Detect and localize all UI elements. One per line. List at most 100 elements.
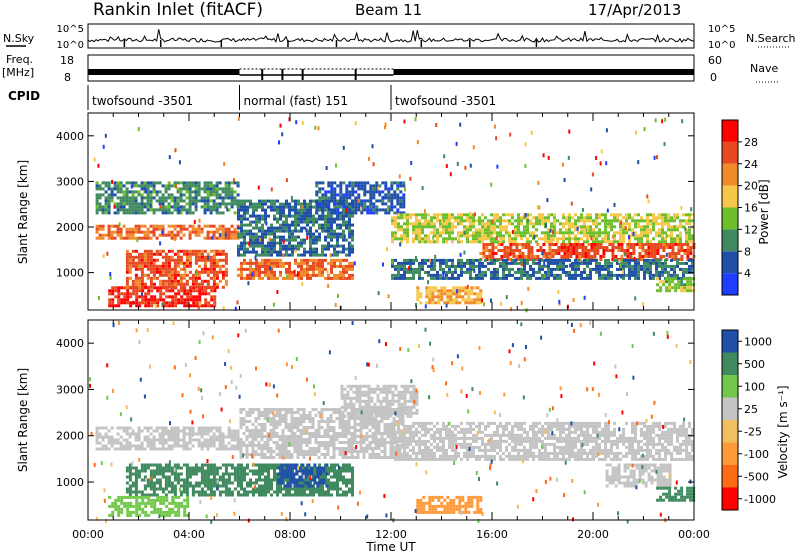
range-gate-cell xyxy=(131,196,135,200)
range-gate-cell xyxy=(646,270,649,274)
range-gate-cell xyxy=(508,231,511,235)
range-gate-cell xyxy=(554,243,558,246)
range-gate-cell xyxy=(185,475,189,479)
range-gate-cell xyxy=(547,258,550,262)
range-gate-cell xyxy=(143,438,147,442)
range-gate-cell xyxy=(676,216,679,220)
range-gate-cell xyxy=(430,258,433,262)
range-gate-cell xyxy=(264,261,267,265)
range-gate-cell xyxy=(511,258,514,262)
range-gate-cell xyxy=(206,447,210,451)
range-gate-cell xyxy=(236,181,240,185)
range-gate-cell xyxy=(339,250,342,254)
range-gate-cell xyxy=(276,290,279,294)
range-gate-cell xyxy=(466,270,469,274)
range-gate-cell xyxy=(125,211,129,215)
range-gate-cell xyxy=(613,234,616,238)
range-gate-cell xyxy=(194,208,198,212)
range-gate-cell xyxy=(330,181,334,185)
range-gate-cell xyxy=(357,205,361,209)
range-gate-cell xyxy=(176,230,180,234)
range-gate-cell xyxy=(416,286,420,290)
range-gate-cell xyxy=(496,219,499,223)
range-gate-cell xyxy=(179,472,183,476)
range-gate-cell xyxy=(194,463,198,467)
range-gate-cell xyxy=(436,273,439,277)
range-gate-cell xyxy=(664,216,667,220)
range-gate-cell xyxy=(276,276,279,280)
range-gate-cell xyxy=(188,205,192,209)
range-gate-cell xyxy=(108,304,112,308)
range-gate-cell xyxy=(607,276,610,280)
range-gate-cell xyxy=(496,267,499,271)
range-gate-cell xyxy=(520,273,523,277)
range-gate-cell xyxy=(360,184,364,188)
range-gate-cell xyxy=(224,273,228,277)
range-gate-cell xyxy=(658,231,661,235)
range-gate-cell xyxy=(634,222,637,226)
range-gate-cell xyxy=(167,429,171,433)
range-gate-cell xyxy=(620,274,622,279)
range-gate-cell xyxy=(197,258,201,262)
range-gate-cell xyxy=(167,205,171,209)
range-gate-cell xyxy=(330,270,333,274)
range-gate-cell xyxy=(581,246,585,249)
range-gate-cell xyxy=(479,301,483,305)
range-gate-cell xyxy=(552,230,554,235)
range-gate-cell xyxy=(300,211,303,215)
range-gate-cell xyxy=(363,184,367,188)
range-gate-cell xyxy=(563,252,567,255)
range-gate-cell xyxy=(119,426,123,430)
range-gate-cell xyxy=(671,252,675,255)
range-gate-cell xyxy=(628,264,631,268)
range-gate-cell xyxy=(427,237,430,241)
range-gate-cell xyxy=(122,202,126,206)
range-gate-cell xyxy=(185,478,189,482)
range-gate-cell xyxy=(312,261,315,265)
range-gate-cell xyxy=(658,261,661,265)
range-gate-cell xyxy=(182,261,186,265)
range-gate-cell xyxy=(233,190,237,194)
range-gate-cell xyxy=(572,249,575,253)
range-gate-cell xyxy=(237,205,240,209)
range-gate-cell xyxy=(634,225,637,229)
range-gate-cell xyxy=(439,222,442,226)
range-gate-cell xyxy=(134,472,138,476)
range-gate-cell xyxy=(233,487,237,491)
range-gate-cell xyxy=(637,276,640,280)
range-gate-cell xyxy=(321,267,324,271)
range-gate-cell xyxy=(282,202,285,206)
range-gate-cell xyxy=(138,289,142,293)
range-gate-cell xyxy=(258,264,261,268)
range-gate-cell xyxy=(649,231,652,235)
range-gate-cell xyxy=(562,264,565,268)
range-gate-cell xyxy=(218,202,222,206)
range-gate-cell xyxy=(270,487,273,491)
range-gate-cell xyxy=(255,472,258,476)
range-gate-cell xyxy=(212,438,216,442)
range-gate-cell xyxy=(240,463,243,467)
range-gate-cell xyxy=(164,187,168,191)
range-gate-cell xyxy=(303,226,306,230)
range-gate-cell xyxy=(237,226,240,230)
range-gate-cell xyxy=(596,249,600,252)
range-gate-cell xyxy=(240,493,243,497)
range-gate-cell xyxy=(255,270,258,274)
range-gate-cell xyxy=(273,276,276,280)
range-gate-cell xyxy=(215,211,219,215)
range-gate-cell xyxy=(114,501,118,505)
range-gate-cell xyxy=(659,255,663,258)
range-gate-cell xyxy=(646,264,649,268)
range-gate-cell xyxy=(634,270,637,274)
range-gate-cell xyxy=(475,219,478,223)
range-gate-cell xyxy=(182,193,186,197)
range-gate-cell xyxy=(321,193,325,197)
range-gate-cell xyxy=(212,469,216,473)
range-gate-cell xyxy=(249,250,252,254)
range-gate-cell xyxy=(237,463,240,467)
range-gate-cell xyxy=(95,236,99,240)
range-gate-cell xyxy=(425,301,429,305)
range-gate-cell xyxy=(571,273,574,277)
range-gate-cell xyxy=(212,224,216,228)
range-gate-cell xyxy=(261,276,264,280)
